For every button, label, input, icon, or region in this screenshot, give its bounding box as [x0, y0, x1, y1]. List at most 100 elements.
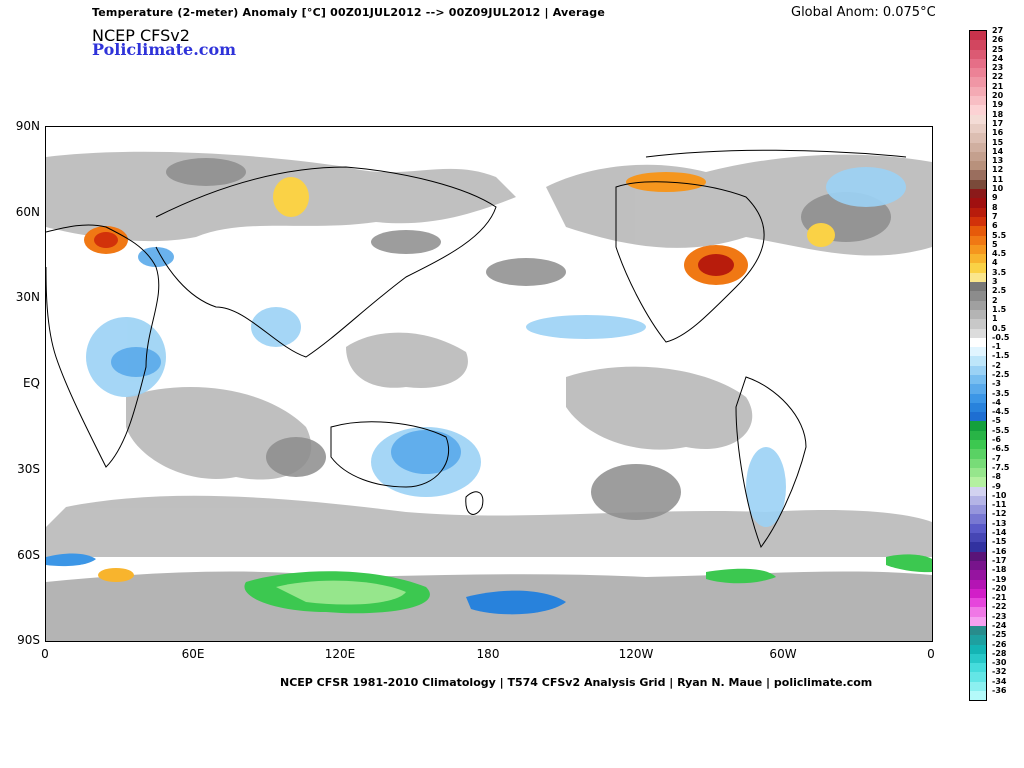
colorbar-tick-label: -30 [992, 658, 1007, 668]
colorbar-swatch [969, 514, 987, 524]
colorbar-swatch [969, 402, 987, 413]
colorbar-swatch [969, 626, 987, 636]
colorbar-tick-label: 4.5 [992, 249, 1007, 259]
colorbar-swatch [969, 533, 987, 543]
colorbar-tick-label: -34 [992, 676, 1007, 686]
colorbar-swatch [969, 440, 987, 450]
colorbar-swatch [969, 179, 987, 190]
colorbar-swatch [969, 133, 987, 143]
colorbar-tick-label: -5 [992, 416, 1001, 426]
lat-label: EQ [22, 376, 40, 390]
colorbar-tick-label: 24 [992, 53, 1004, 63]
colorbar-swatch [969, 272, 987, 283]
colorbar-tick-label: -22 [992, 602, 1007, 612]
colorbar-swatch [969, 96, 987, 106]
colorbar-swatch [969, 495, 987, 506]
colorbar-tick-label: -17 [992, 555, 1007, 565]
colorbar-swatch [969, 328, 987, 338]
colorbar-tick-label: -26 [992, 639, 1007, 649]
colorbar-tick-label: 25 [992, 44, 1004, 54]
colorbar-swatch [969, 672, 987, 682]
colorbar-tick-label: 1.5 [992, 304, 1007, 314]
colorbar-swatch [969, 365, 987, 375]
colorbar-swatch [969, 207, 987, 217]
colorbar-swatch [969, 691, 987, 702]
colorbar-tick-label: -20 [992, 583, 1007, 593]
colorbar-tick-label: -10 [992, 490, 1007, 500]
cold-moderate-fields [111, 247, 461, 474]
colorbar-tick-label: 9 [992, 193, 998, 203]
colorbar-tick-label: 0.5 [992, 323, 1007, 333]
colorbar-tick-label: -1.5 [992, 351, 1010, 361]
colorbar-tick-label: -23 [992, 611, 1007, 621]
warm-moderate-fields [166, 158, 891, 520]
antarctic-fields [46, 553, 932, 641]
colorbar-tick-label: 19 [992, 100, 1004, 110]
colorbar-tick-label: -7.5 [992, 462, 1010, 472]
colorbar-swatch [969, 244, 987, 255]
colorbar-tick-label: 17 [992, 118, 1004, 128]
colorbar-tick-label: -8 [992, 472, 1001, 482]
colorbar-swatch [969, 40, 987, 50]
colorbar-tick-label: 5 [992, 239, 998, 249]
lon-label: 60W [769, 647, 797, 661]
colorbar-swatch [969, 477, 987, 487]
colorbar-tick-label: 13 [992, 156, 1004, 166]
map-canvas [46, 127, 932, 641]
colorbar-tick-label: -2.5 [992, 369, 1010, 379]
colorbar-tick-label: -24 [992, 621, 1007, 630]
colorbar-swatch [969, 68, 987, 78]
colorbar-swatch [969, 374, 987, 385]
coastlines [46, 149, 907, 549]
colorbar-tick-label: -3 [992, 379, 1001, 389]
colorbar-swatch [969, 151, 987, 162]
colorbar-swatch [969, 486, 987, 496]
colorbar-tick-label: 12 [992, 165, 1004, 175]
colorbar-swatch [969, 430, 987, 441]
colorbar-tick-label: 26 [992, 35, 1004, 45]
colorbar-swatch [969, 663, 987, 673]
colorbar-swatch [969, 319, 987, 329]
colorbar-swatch [969, 161, 987, 171]
colorbar-swatch [969, 616, 987, 626]
colorbar-tick-label: -4 [992, 397, 1001, 407]
colorbar-tick-label: -4.5 [992, 407, 1010, 417]
colorbar-swatch [969, 542, 987, 552]
colorbar-swatch [969, 198, 987, 208]
map-title: Temperature (2-meter) Anomaly [°C] 00Z01… [92, 6, 606, 19]
colorbar-swatch [969, 337, 987, 348]
lon-label: 0 [927, 647, 935, 661]
colorbar-swatch [969, 505, 987, 515]
colorbar-swatch [969, 449, 987, 459]
colorbar-tick-label: -6.5 [992, 444, 1010, 454]
colorbar-tick-label: -16 [992, 546, 1007, 556]
colorbar-swatch [969, 421, 987, 431]
colorbar-swatch [969, 523, 987, 534]
colorbar-tick-label: -2 [992, 360, 1001, 370]
lat-label: 30S [17, 462, 40, 476]
colorbar-swatch [969, 216, 987, 227]
colorbar-swatch [969, 607, 987, 617]
lat-label: 90N [15, 119, 40, 133]
colorbar-tick-label: -25 [992, 630, 1007, 640]
colorbar-tick-label: 3 [992, 277, 998, 287]
colorbar-swatch [969, 681, 987, 692]
colorbar-tick-label: -14 [992, 528, 1007, 538]
colorbar-swatch [969, 458, 987, 468]
lat-label: 60S [17, 548, 40, 562]
lat-label: 60N [15, 205, 40, 219]
anomaly-map [45, 126, 933, 642]
colorbar-tick-label: 6 [992, 221, 998, 231]
colorbar-tick-label: 11 [992, 174, 1004, 184]
colorbar-tick-label: 5.5 [992, 230, 1007, 240]
colorbar-swatch [969, 189, 987, 199]
colorbar-tick-label: -21 [992, 593, 1007, 603]
colorbar-tick-label: -12 [992, 509, 1007, 519]
lat-label: 90S [17, 633, 40, 647]
colorbar-swatch [969, 263, 987, 273]
colorbar-tick-label: -36 [992, 686, 1007, 696]
colorbar-tick-label: -6 [992, 435, 1001, 445]
colorbar-tick-label: -13 [992, 518, 1007, 528]
footer-credit: NCEP CFSR 1981-2010 Climatology | T574 C… [280, 676, 873, 689]
colorbar-swatch [969, 560, 987, 571]
